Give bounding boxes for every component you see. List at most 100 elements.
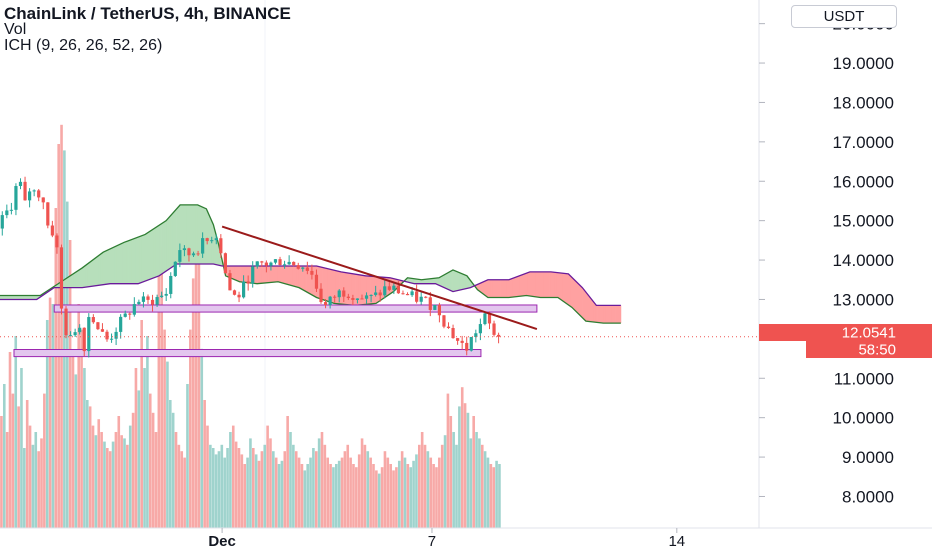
- cloud-segment: [69, 274, 73, 288]
- volume-indicator-label[interactable]: Vol: [4, 21, 27, 38]
- price-axis-background[interactable]: [759, 0, 932, 528]
- cloud-segment: [75, 270, 79, 288]
- volume-bar: [111, 441, 115, 528]
- cloud-segment: [114, 245, 117, 284]
- candle-body: [173, 261, 177, 276]
- cloud-segment: [277, 265, 280, 283]
- cloud-segment: [155, 226, 158, 278]
- candle-body: [401, 293, 405, 295]
- price-axis-label: 8.0000: [842, 487, 894, 506]
- support-zones[interactable]: [13, 304, 538, 358]
- volume-bar: [343, 451, 347, 528]
- last-price-tag: 12.0541 58:50: [759, 324, 932, 359]
- price-axis-label: 9.0000: [842, 448, 894, 467]
- volume-bar: [369, 457, 372, 528]
- cloud-segment: [240, 265, 243, 283]
- cloud-segment: [232, 265, 236, 280]
- candle-body: [187, 248, 191, 256]
- cloud-segment: [112, 246, 115, 284]
- candle-body: [219, 238, 223, 254]
- volume-bar: [286, 416, 289, 528]
- cloud-segment: [490, 279, 494, 298]
- volume-bar: [314, 451, 318, 528]
- cloud-segment: [481, 281, 484, 294]
- time-axis[interactable]: Dec 7 14: [208, 528, 685, 550]
- volume-bar: [217, 451, 221, 528]
- cloud-segment: [529, 271, 532, 297]
- volume-bar: [489, 464, 493, 528]
- volume-bar: [466, 412, 470, 528]
- candle-body: [442, 315, 446, 327]
- support-zone-rect[interactable]: [13, 349, 482, 358]
- support-zone-rect[interactable]: [53, 304, 538, 313]
- last-price-tag-box: [759, 324, 932, 341]
- volume-bar: [17, 406, 20, 528]
- cloud-segment: [285, 265, 288, 285]
- volume-bar: [71, 352, 75, 528]
- volume-bar: [306, 464, 309, 528]
- volume-bar: [177, 444, 181, 528]
- candle-body: [0, 215, 4, 229]
- volume-bar: [357, 454, 361, 528]
- volume-bar: [266, 425, 269, 528]
- cloud-segment: [168, 215, 172, 270]
- candle-body: [328, 296, 332, 305]
- cloud-segment: [147, 231, 150, 281]
- volume-bar: [257, 460, 261, 528]
- volume-bar: [263, 444, 267, 528]
- cloud-segment: [9, 295, 13, 300]
- cloud-segment: [518, 275, 521, 297]
- candle-body: [14, 186, 18, 210]
- volume-bar: [460, 387, 464, 528]
- cloud-segment: [368, 276, 371, 305]
- candle-body: [465, 342, 469, 351]
- currency-button[interactable]: USDT: [791, 5, 897, 28]
- volume-bar: [455, 444, 458, 528]
- cloud-segment: [506, 279, 509, 298]
- volume-bar: [48, 297, 52, 528]
- cloud-segment: [77, 269, 80, 288]
- cloud-segment: [287, 265, 290, 285]
- cloud-segment: [3, 295, 7, 300]
- ichimoku-indicator-label[interactable]: ICH (9, 26, 26, 52, 26): [4, 37, 163, 54]
- cloud-segment: [521, 274, 525, 297]
- candle-body: [456, 338, 460, 341]
- price-axis-label: 18.0000: [833, 93, 894, 112]
- cloud-segment: [488, 279, 492, 298]
- candle-body: [273, 259, 278, 263]
- cloud-segment: [570, 275, 573, 308]
- cloud-segment: [578, 283, 581, 316]
- volume-bar: [283, 451, 287, 528]
- trendline-segment[interactable]: [221, 225, 538, 330]
- volume-bar: [209, 444, 212, 528]
- volume-bar: [65, 201, 69, 528]
- trendline[interactable]: [221, 225, 538, 330]
- candle-body: [87, 317, 91, 352]
- candle-body: [323, 302, 328, 305]
- cloud-segment: [116, 245, 119, 284]
- price-axis-label: 17.0000: [833, 133, 894, 152]
- volume-bar: [114, 432, 118, 528]
- volume-bar: [200, 348, 204, 528]
- cloud-segment: [446, 272, 449, 290]
- cloud-segment: [170, 213, 174, 268]
- volume-bar: [100, 432, 103, 528]
- cloud-segment: [574, 279, 577, 312]
- candle-body: [114, 331, 118, 339]
- volume-bar: [211, 448, 215, 528]
- volume-bar: [11, 393, 15, 528]
- cloud-segment: [566, 273, 569, 305]
- cloud-segment: [73, 272, 77, 288]
- candle-body: [374, 292, 378, 295]
- candle-body: [264, 262, 268, 266]
- cloud-segment: [67, 276, 71, 288]
- cloud-segment: [194, 204, 197, 264]
- volume-bar: [475, 432, 478, 528]
- candle-body: [9, 209, 13, 211]
- cloud-segment: [289, 265, 292, 286]
- cloud-segment: [552, 272, 556, 298]
- volume-bar: [154, 432, 158, 528]
- candle-body: [451, 328, 455, 339]
- cloud-segment: [543, 271, 546, 298]
